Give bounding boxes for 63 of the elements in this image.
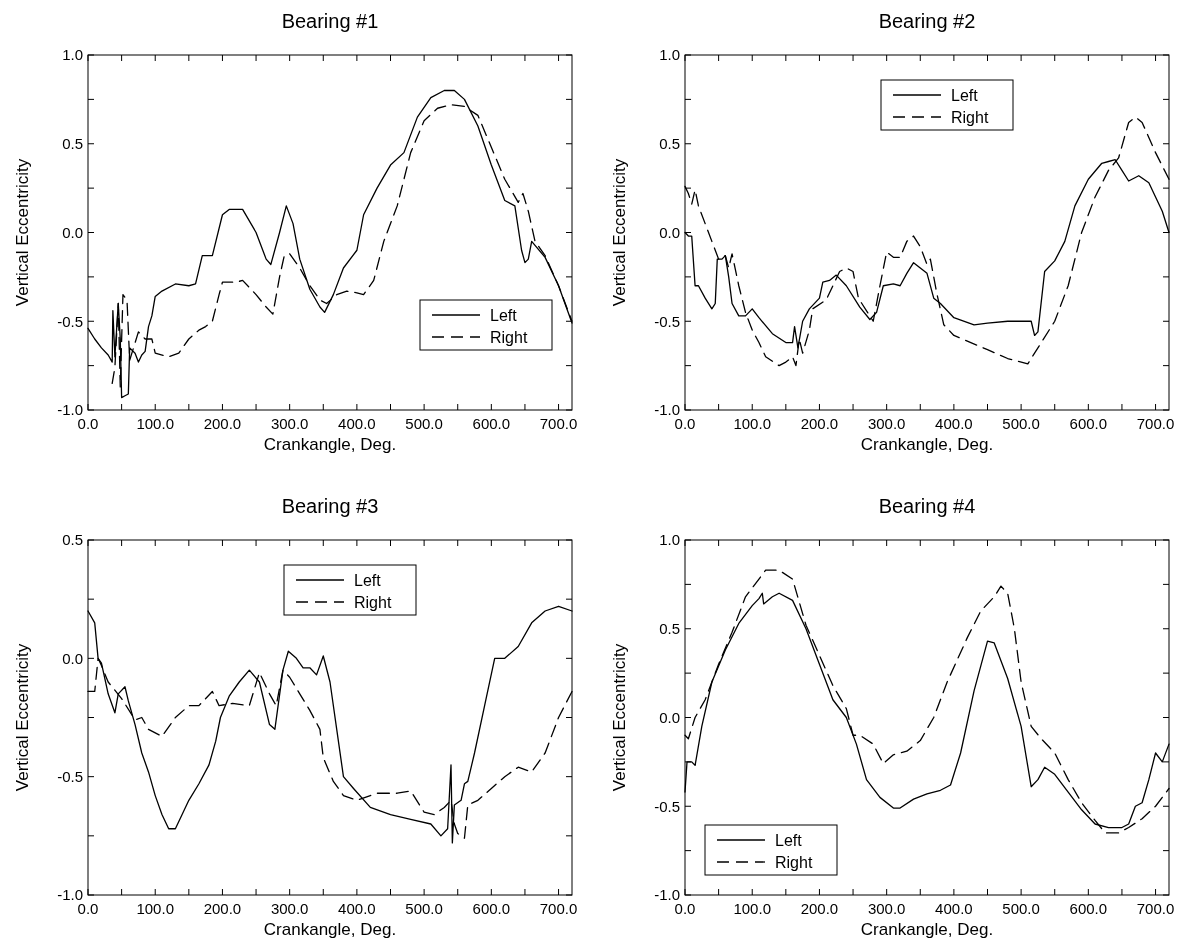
chart-title: Bearing #2 bbox=[878, 10, 976, 32]
x-tick-label: 700.0 bbox=[539, 415, 578, 432]
y-axis-title: Vertical Eccentricity bbox=[13, 643, 32, 792]
y-tick-label: 0.5 bbox=[62, 135, 83, 152]
x-tick-label: 500.0 bbox=[1002, 900, 1040, 917]
x-tick-label: 100.0 bbox=[733, 415, 771, 432]
x-axis-title: Crankangle, Deg. bbox=[860, 435, 994, 454]
legend-label: Right bbox=[354, 593, 392, 611]
x-tick-label: 400.0 bbox=[338, 415, 376, 432]
x-tick-label: 300.0 bbox=[270, 900, 309, 917]
y-tick-label: 0.0 bbox=[62, 649, 83, 667]
y-tick-label: 0.5 bbox=[62, 531, 83, 549]
x-tick-label: 500.0 bbox=[405, 415, 443, 432]
x-tick-label: 200.0 bbox=[800, 415, 839, 432]
x-tick-label: 300.0 bbox=[867, 415, 906, 432]
x-tick-label: 400.0 bbox=[935, 415, 973, 432]
x-tick-label: 100.0 bbox=[136, 415, 174, 432]
x-axis-title: Crankangle, Deg. bbox=[263, 435, 397, 454]
legend-label: Left bbox=[775, 831, 803, 849]
y-tick-label: 0.0 bbox=[62, 223, 83, 241]
x-tick-label: 100.0 bbox=[136, 900, 174, 917]
x-tick-label: 700.0 bbox=[1136, 900, 1175, 917]
legend-label: Right bbox=[951, 108, 989, 126]
y-tick-label: -0.5 bbox=[57, 312, 83, 330]
y-axis-title: Vertical Eccentricity bbox=[13, 158, 32, 307]
x-tick-label: 200.0 bbox=[800, 900, 839, 917]
x-tick-label: 300.0 bbox=[270, 415, 309, 432]
y-tick-label: -0.5 bbox=[654, 797, 680, 815]
chart-title: Bearing #1 bbox=[281, 10, 379, 32]
y-tick-label: -0.5 bbox=[654, 312, 680, 330]
y-tick-label: 0.5 bbox=[659, 620, 680, 637]
x-tick-label: 200.0 bbox=[203, 900, 242, 917]
x-tick-label: 700.0 bbox=[1136, 415, 1175, 432]
x-tick-label: 500.0 bbox=[405, 900, 443, 917]
x-tick-label: 600.0 bbox=[1069, 900, 1108, 917]
y-tick-label: -0.5 bbox=[57, 767, 83, 785]
y-tick-label: 0.0 bbox=[659, 708, 680, 726]
legend-label: Right bbox=[775, 853, 813, 871]
x-axis-title: Crankangle, Deg. bbox=[263, 920, 397, 939]
legend-label: Left bbox=[490, 306, 518, 324]
legend-label: Left bbox=[354, 571, 382, 589]
chart-title: Bearing #4 bbox=[878, 495, 976, 517]
y-tick-label: 0.0 bbox=[659, 223, 680, 241]
legend-label: Right bbox=[490, 328, 528, 346]
x-tick-label: 300.0 bbox=[867, 900, 906, 917]
x-tick-label: 100.0 bbox=[733, 900, 771, 917]
x-tick-label: 400.0 bbox=[338, 900, 376, 917]
x-tick-label: 500.0 bbox=[1002, 415, 1040, 432]
x-axis-title: Crankangle, Deg. bbox=[860, 920, 994, 939]
legend-label: Left bbox=[951, 86, 979, 104]
chart-title: Bearing #3 bbox=[281, 495, 379, 517]
x-tick-label: 700.0 bbox=[539, 900, 578, 917]
x-tick-label: 200.0 bbox=[203, 415, 242, 432]
y-axis-title: Vertical Eccentricity bbox=[610, 643, 629, 792]
y-tick-label: 1.0 bbox=[659, 46, 680, 64]
x-tick-label: 600.0 bbox=[1069, 415, 1108, 432]
y-tick-label: 0.5 bbox=[659, 135, 680, 152]
x-tick-label: 400.0 bbox=[935, 900, 973, 917]
y-tick-label: 1.0 bbox=[62, 46, 83, 64]
x-tick-label: 600.0 bbox=[472, 415, 511, 432]
y-tick-label: 1.0 bbox=[659, 531, 680, 549]
x-tick-label: 600.0 bbox=[472, 900, 511, 917]
y-axis-title: Vertical Eccentricity bbox=[610, 158, 629, 307]
